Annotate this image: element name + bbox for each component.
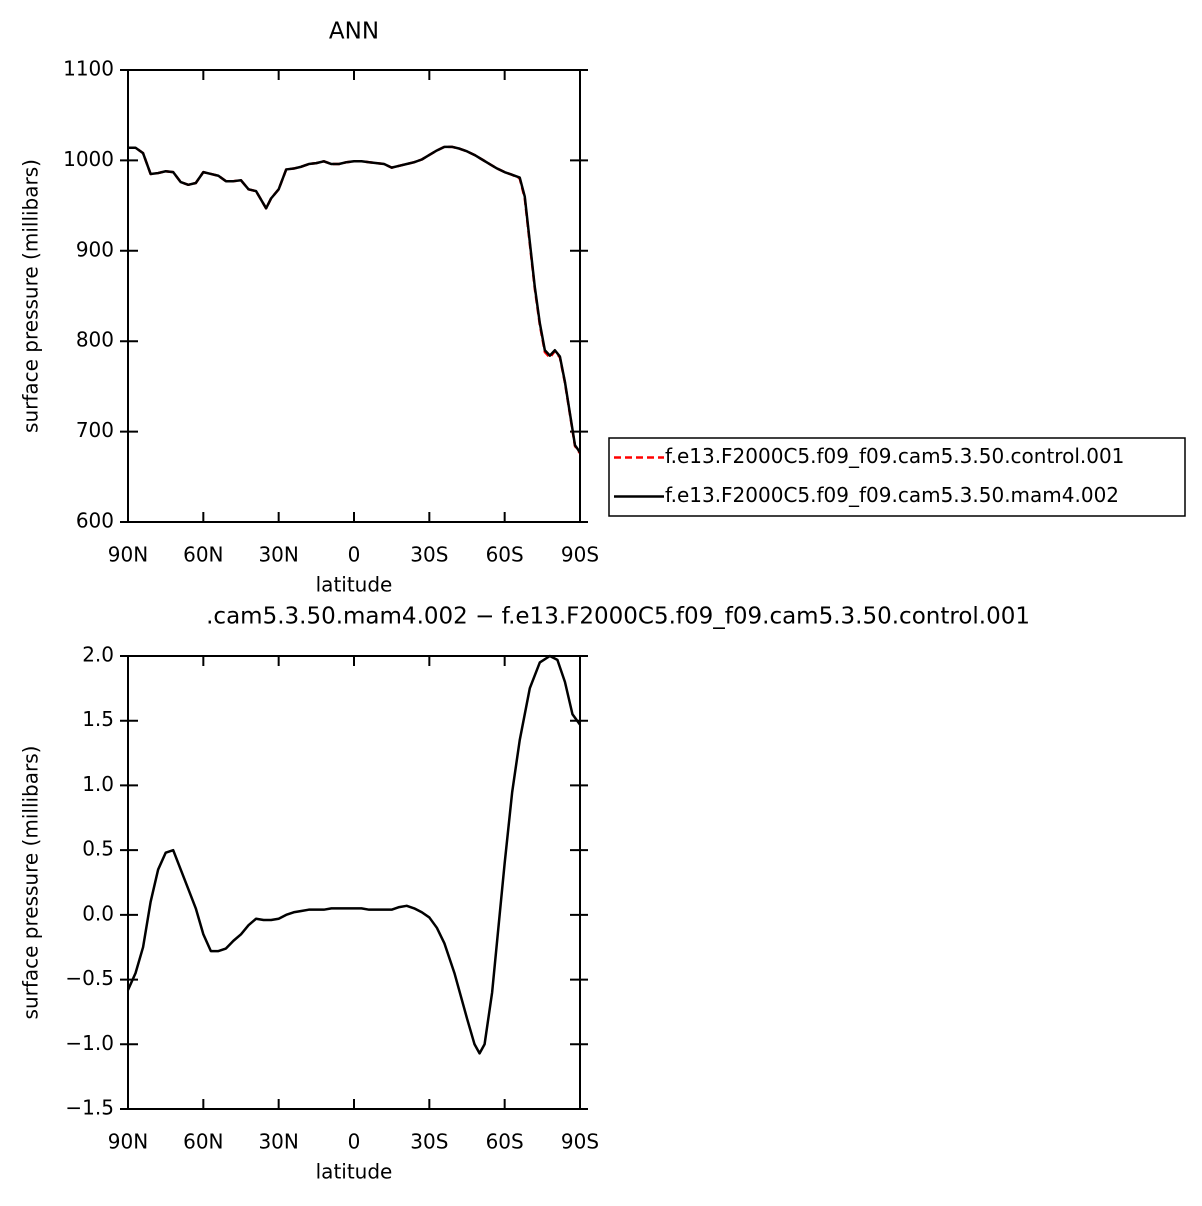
x-tick-label: 60N: [183, 543, 223, 567]
x-axis-label: latitude: [316, 573, 393, 597]
y-tick-label: 2.0: [82, 643, 114, 667]
x-tick-label: 90S: [561, 543, 599, 567]
y-tick-label: 700: [76, 418, 114, 442]
x-tick-label: 90N: [108, 543, 148, 567]
y-tick-label: 600: [76, 509, 114, 533]
x-tick-label: 90S: [561, 1130, 599, 1154]
y-tick-label: 900: [76, 237, 114, 261]
y-axis-label: surface pressure (millibars): [19, 746, 43, 1020]
legend-label: f.e13.F2000C5.f09_f09.cam5.3.50.mam4.002: [665, 483, 1119, 507]
x-tick-label: 60N: [183, 1130, 223, 1154]
y-tick-label: 1.5: [82, 707, 114, 731]
x-tick-label: 30N: [258, 1130, 298, 1154]
x-tick-label: 0: [348, 1130, 361, 1154]
chart-title: .cam5.3.50.mam4.002 − f.e13.F2000C5.f09_…: [206, 604, 1030, 630]
y-axis-label: surface pressure (millibars): [19, 159, 43, 433]
y-tick-label: −1.0: [65, 1031, 114, 1055]
x-tick-label: 60S: [486, 1130, 524, 1154]
y-tick-label: 800: [76, 328, 114, 352]
y-tick-label: 0.5: [82, 837, 114, 861]
x-tick-label: 90N: [108, 1130, 148, 1154]
x-tick-label: 30S: [410, 1130, 448, 1154]
y-tick-label: 1000: [63, 147, 114, 171]
y-tick-label: −1.5: [65, 1096, 114, 1120]
y-tick-label: 1100: [63, 57, 114, 81]
legend-box: [608, 437, 1186, 517]
y-tick-label: 0.0: [82, 901, 114, 925]
x-tick-label: 30N: [258, 543, 298, 567]
plot-frame: [127, 69, 581, 523]
plot-frame: [127, 655, 581, 1110]
chart-title: ANN: [329, 19, 379, 45]
y-tick-label: 1.0: [82, 772, 114, 796]
legend-label: f.e13.F2000C5.f09_f09.cam5.3.50.control.…: [665, 444, 1124, 468]
data-line: [128, 145, 582, 454]
x-tick-label: 0: [348, 543, 361, 567]
x-axis-label: latitude: [316, 1160, 393, 1184]
data-line: [126, 654, 582, 1055]
x-tick-label: 30S: [410, 543, 448, 567]
y-tick-label: −0.5: [65, 966, 114, 990]
x-tick-label: 60S: [486, 543, 524, 567]
